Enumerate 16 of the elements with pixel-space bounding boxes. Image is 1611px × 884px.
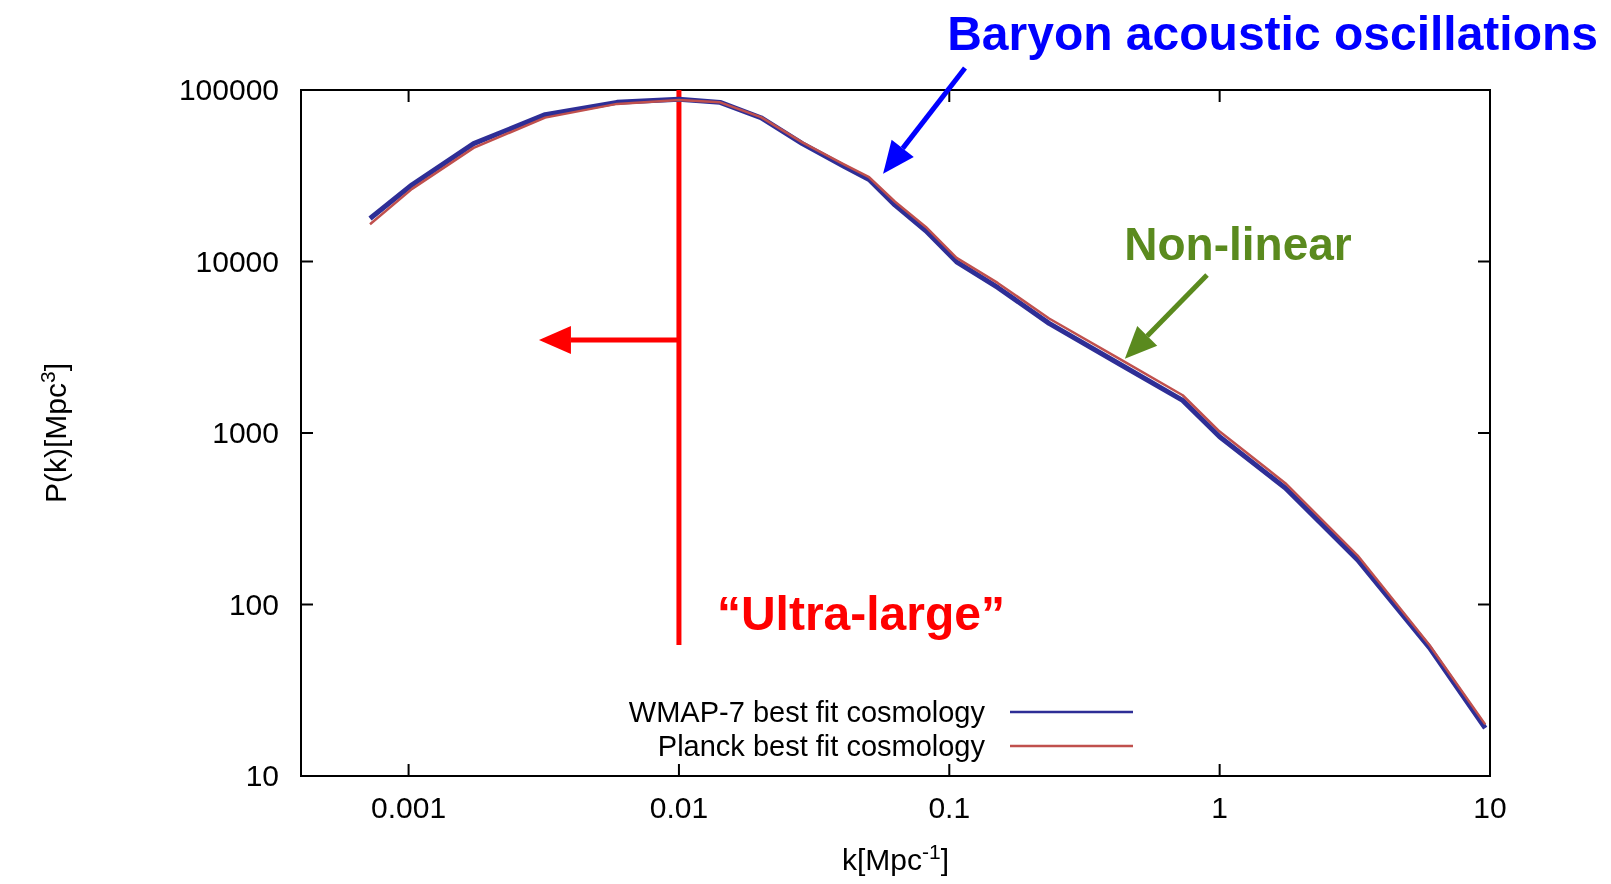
x-tick-label: 0.1 bbox=[928, 791, 971, 824]
x-tick-label: 1 bbox=[1211, 791, 1228, 824]
y-tick-label: 1000 bbox=[212, 416, 279, 449]
ref-line-label: “Ultra-large” bbox=[716, 587, 1006, 640]
x-tick-label: 0.01 bbox=[649, 791, 709, 824]
legend-label: Planck best fit cosmology bbox=[657, 730, 986, 762]
legend-label: WMAP-7 best fit cosmology bbox=[628, 696, 986, 728]
x-axis-title: k[Mpc$^{-1}$] bbox=[841, 839, 950, 876]
y-tick-label: 10000 bbox=[195, 244, 279, 278]
y-tick-label: 100000 bbox=[178, 73, 279, 106]
y-tick-label: 10 bbox=[245, 759, 279, 792]
annotation: Baryon acoustic oscillations bbox=[947, 7, 1598, 60]
y-tick-label: 100 bbox=[228, 587, 279, 621]
x-tick-label: 10 bbox=[1473, 791, 1507, 824]
x-tick-label: 0.001 bbox=[371, 791, 447, 824]
annotation: Non-linear bbox=[1124, 218, 1352, 270]
